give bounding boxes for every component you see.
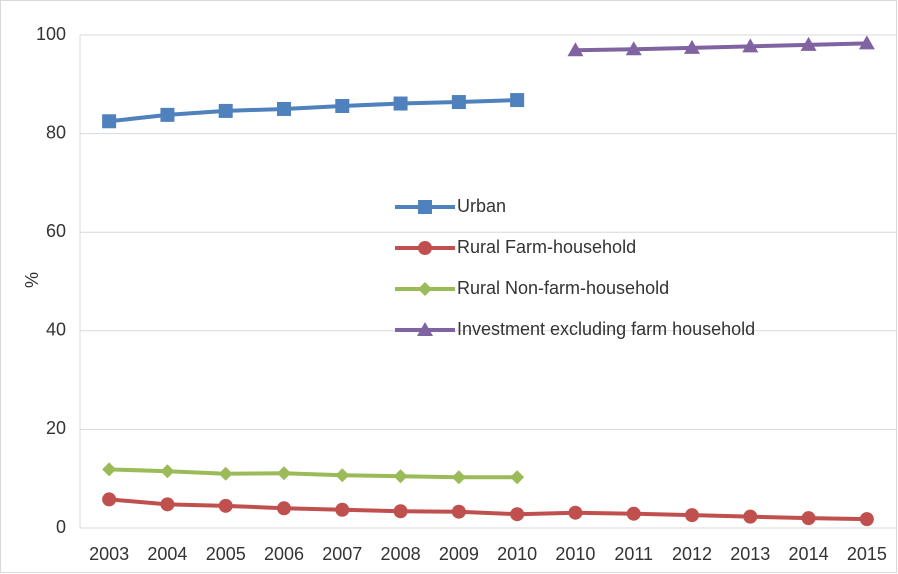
legend-label: Rural Non-farm-household [457,278,669,298]
marker [801,511,816,526]
marker [160,464,175,479]
marker [451,504,466,519]
x-tick-label: 2005 [206,544,246,564]
marker [277,101,291,116]
x-tick-label: 2007 [322,544,362,564]
marker [567,42,584,57]
marker [800,36,817,51]
marker [418,282,432,296]
marker [451,95,466,110]
series-line [108,98,518,124]
marker [625,41,642,56]
marker [393,504,408,519]
y-tick-label: 80 [46,122,66,142]
x-tick-label: 2010 [497,544,537,564]
marker [102,492,117,507]
x-tick-label: 2008 [381,544,421,564]
legend-label: Urban [457,196,506,216]
x-tick-label: 2015 [847,544,887,564]
x-tick-label: 2006 [264,544,304,564]
marker [510,470,525,485]
x-tick-label: 2011 [614,544,653,564]
x-tick-label: 2009 [439,544,479,564]
marker [417,322,433,336]
x-tick-label: 2010 [555,544,595,564]
legend-label: Investment excluding farm household [457,319,755,339]
marker [277,501,291,516]
y-tick-label: 0 [56,517,66,537]
marker [684,39,700,54]
marker [393,469,408,484]
marker [102,114,117,129]
marker [568,505,583,520]
marker [510,507,525,522]
marker [510,93,525,108]
marker [393,96,408,111]
series-line [109,467,518,480]
marker [218,466,233,481]
x-tick-label: 2013 [730,544,770,564]
marker [160,497,175,512]
marker [418,200,432,214]
marker [102,462,117,477]
marker [858,35,875,50]
marker [685,508,699,523]
series-line [108,497,867,522]
marker [218,103,233,118]
marker [160,107,175,122]
y-tick-label: 20 [46,418,66,438]
marker [418,241,432,255]
marker [451,470,466,485]
marker [335,502,350,517]
marker [742,38,759,53]
marker [743,509,758,524]
x-tick-label: 2004 [147,544,187,564]
marker [277,466,291,481]
y-tick-label: 40 [46,320,66,340]
x-tick-label: 2003 [89,544,129,564]
marker [859,512,874,527]
series-line [575,41,867,53]
x-tick-label: 2012 [672,544,712,564]
marker [626,506,641,521]
y-axis-label: % [22,272,42,288]
x-tick-label: 2014 [789,544,829,564]
y-tick-label: 60 [46,221,66,241]
marker [335,98,350,113]
legend-label: Rural Farm-household [457,237,636,257]
marker [335,468,350,483]
marker [218,498,233,513]
y-tick-label: 100 [36,24,66,44]
